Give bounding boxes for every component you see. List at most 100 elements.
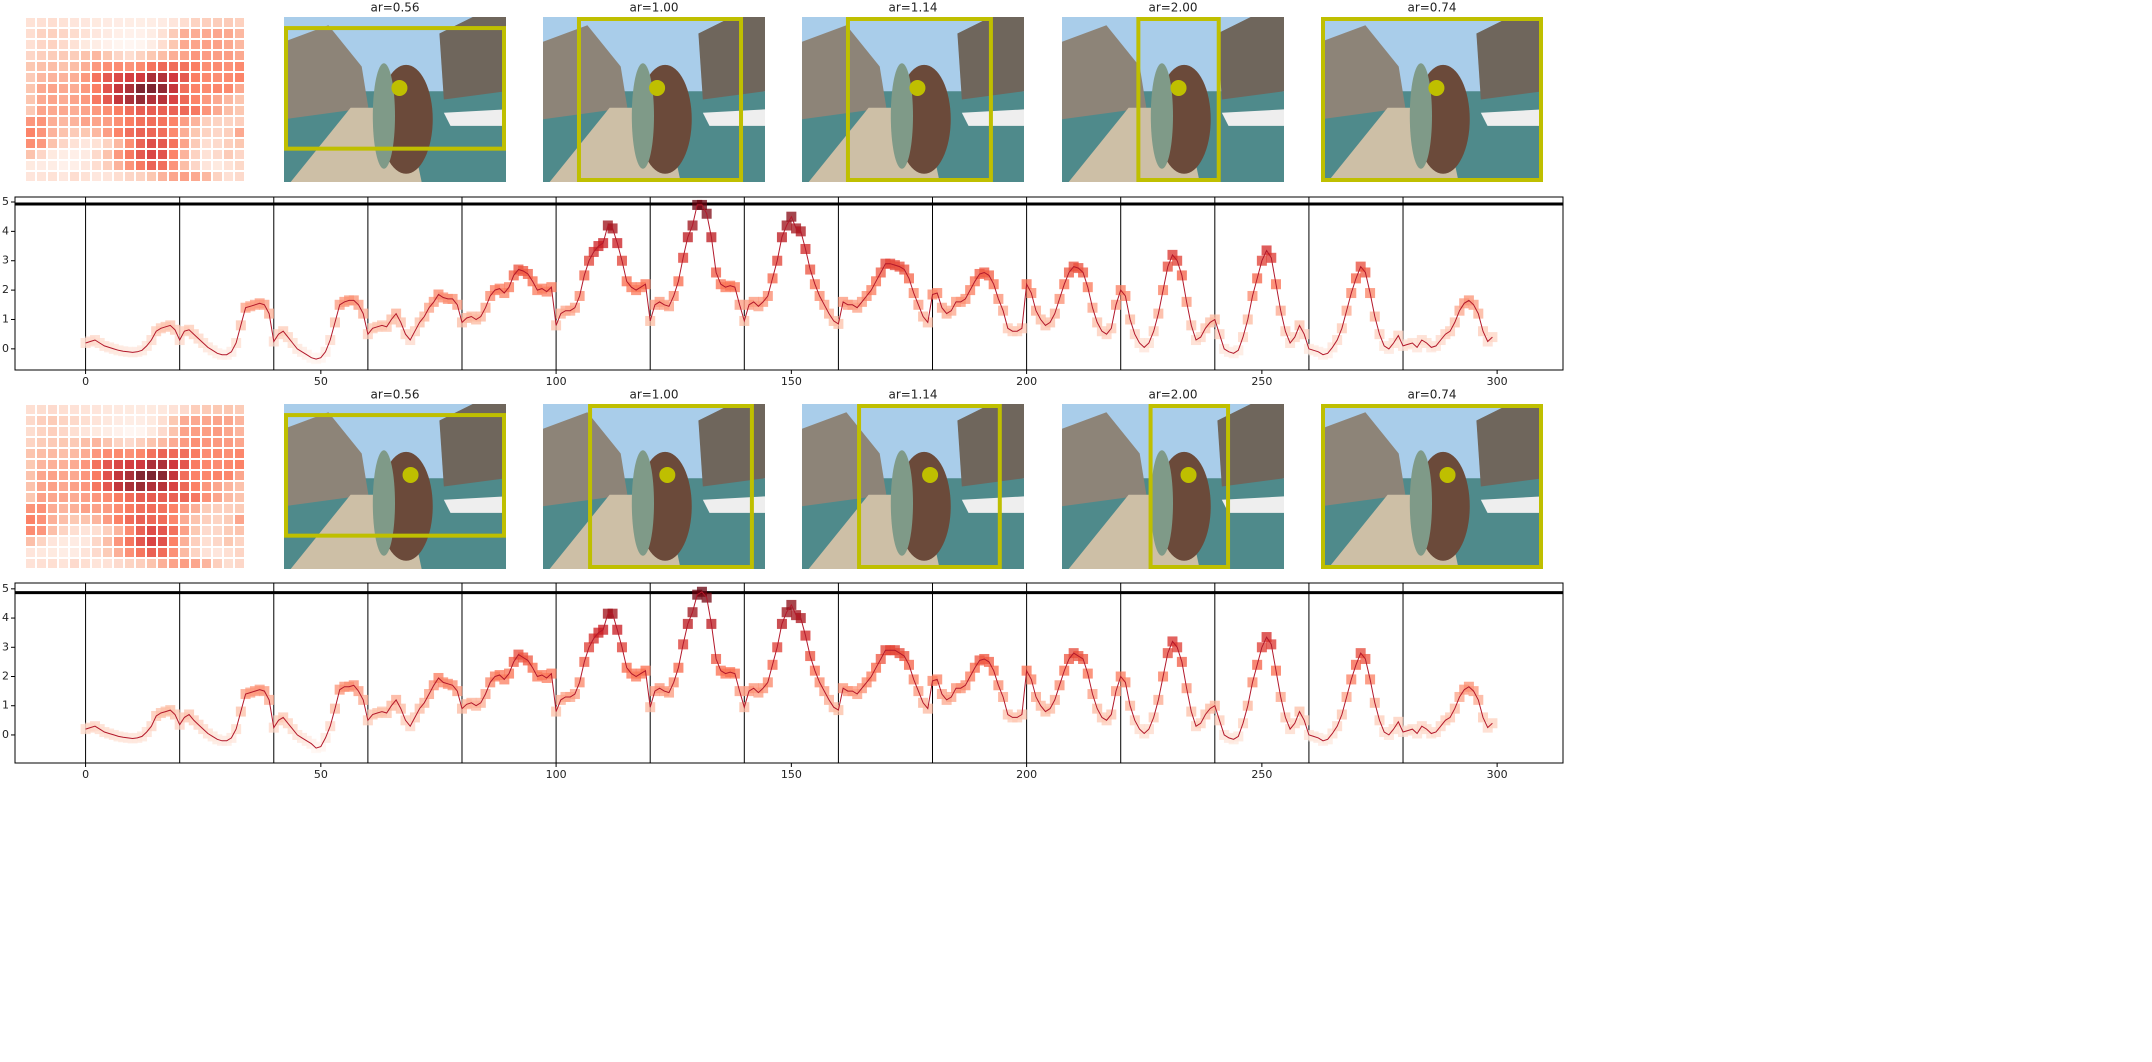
heatmap-cell (224, 161, 233, 170)
heatmap-cell (26, 559, 35, 568)
heatmap-cell (158, 416, 167, 425)
heatmap-cell (158, 405, 167, 414)
heatmap-cell (48, 559, 57, 568)
heatmap-cell (202, 438, 211, 447)
heatmap-cell (81, 493, 90, 502)
heatmap-cell (37, 416, 46, 425)
photo (1062, 404, 1284, 569)
heatmap-cell (213, 62, 222, 71)
heatmap-cell (224, 62, 233, 71)
heatmap-cell (213, 559, 222, 568)
heatmap-cell (213, 117, 222, 126)
heatmap-cell (59, 62, 68, 71)
heatmap-cell (92, 128, 101, 137)
heatmap-cell (103, 161, 112, 170)
x-tick-label: 0 (82, 375, 89, 388)
heatmap-cell (125, 482, 134, 491)
heatmap-cell (147, 84, 156, 93)
heatmap-cell (136, 161, 145, 170)
rock (802, 25, 887, 120)
photo (543, 404, 765, 569)
heatmap-cell (224, 117, 233, 126)
heatmap-cell (81, 172, 90, 181)
heatmap-cell (191, 493, 200, 502)
heatmap-cell (169, 95, 178, 104)
heatmap-cell (26, 449, 35, 458)
heatmap-cell (81, 438, 90, 447)
heatmap-cell (26, 515, 35, 524)
heatmap-cell (169, 438, 178, 447)
heatmap-cell (202, 29, 211, 38)
heatmap-cell (103, 139, 112, 148)
heatmap-cell (59, 40, 68, 49)
crop-box (284, 26, 506, 151)
heatmap-cell (26, 106, 35, 115)
heatmap-cell (125, 40, 134, 49)
heatmap-cell (180, 471, 189, 480)
focus-point (1180, 466, 1197, 483)
heatmap-cell (169, 427, 178, 436)
heatmap-cell (114, 51, 123, 60)
heatmap-cell (180, 106, 189, 115)
heatmap-cell (70, 526, 79, 535)
heatmap-cell (191, 62, 200, 71)
heatmap-cell (125, 150, 134, 159)
heatmap-cell (202, 493, 211, 502)
heatmap-cell (191, 460, 200, 469)
heatmap-cell (125, 95, 134, 104)
heatmap-cell (26, 504, 35, 513)
crop-box (1321, 404, 1543, 569)
heatmap-cell (136, 526, 145, 535)
heatmap-cell (81, 29, 90, 38)
heatmap-cell (26, 128, 35, 137)
heatmap-cell (92, 537, 101, 546)
heatmap-cell (213, 493, 222, 502)
heatmap-cell (158, 482, 167, 491)
heatmap-cell (70, 405, 79, 414)
heatmap-cell (202, 161, 211, 170)
heatmap-cell (158, 40, 167, 49)
heatmap-cell (180, 161, 189, 170)
heatmap-cell (169, 150, 178, 159)
people (890, 450, 914, 556)
heatmap-cell (224, 493, 233, 502)
panel-title: ar=1.00 (629, 1, 678, 15)
heatmap-cell (136, 95, 145, 104)
heatmap-cell (70, 161, 79, 170)
heatmap-cell (158, 161, 167, 170)
heatmap-cell (169, 548, 178, 557)
heatmap-cell (202, 84, 211, 93)
heatmap-cell (213, 106, 222, 115)
heatmap-cell (180, 416, 189, 425)
photo (1321, 17, 1543, 182)
crop-box (1136, 17, 1221, 182)
crop-box (1148, 404, 1231, 569)
heatmap-cell (37, 40, 46, 49)
heatmap-cell (213, 172, 222, 181)
heatmap-cell (202, 62, 211, 71)
heatmap-cell (235, 449, 244, 458)
heatmap-cell (202, 471, 211, 480)
heatmap-cell (103, 117, 112, 126)
heatmap-cell (224, 18, 233, 27)
crop-box (845, 17, 993, 182)
rock (1062, 412, 1147, 507)
heatmap-cell (158, 438, 167, 447)
boat (1480, 109, 1543, 126)
heatmap-cell (191, 106, 200, 115)
heatmap-cell (169, 504, 178, 513)
heatmap-cell (103, 427, 112, 436)
heatmap-cell (180, 559, 189, 568)
heatmap-cell (191, 559, 200, 568)
heatmap-cell (103, 471, 112, 480)
heatmap-cell (26, 62, 35, 71)
rock (1217, 404, 1284, 487)
heatmap-cell (158, 62, 167, 71)
y-tick-label: 3 (2, 254, 9, 267)
heatmap-cell (147, 471, 156, 480)
heatmap-cell (125, 405, 134, 414)
heatmap-cell (59, 73, 68, 82)
heatmap-cell (92, 18, 101, 27)
heatmap-cell (70, 29, 79, 38)
